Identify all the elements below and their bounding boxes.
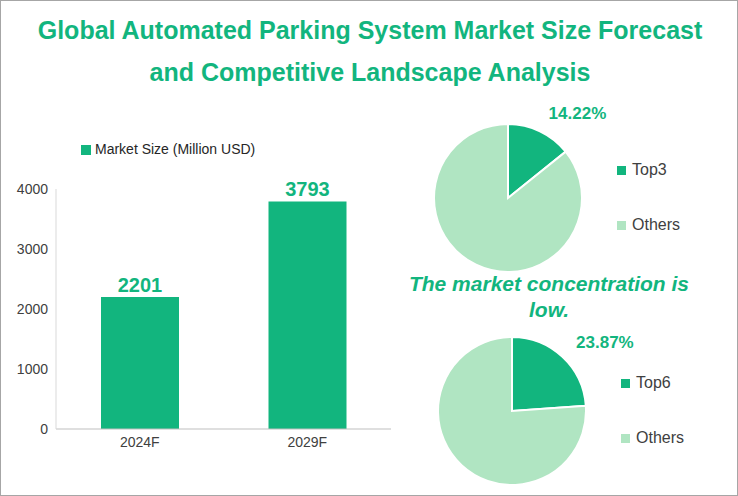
html-text:Others: Others: [632, 216, 680, 233]
svg-text:2201: 2201: [118, 274, 163, 296]
svg-text:2024F: 2024F: [120, 434, 160, 450]
html-text:Others: Others: [636, 429, 684, 446]
html-text:Market Size (Million USD): Market Size (Million USD): [95, 141, 256, 157]
svg-text:14.22%: 14.22%: [549, 104, 607, 123]
svg-text:0: 0: [40, 421, 48, 437]
html-text:Global Automated Parking Syste: Global Automated Parking System Market S…: [37, 16, 703, 86]
html-text:Top3: Top3: [632, 161, 667, 178]
svg-text:1000: 1000: [17, 361, 48, 377]
html-text:The market concentration is lo: The market concentration is low.: [409, 272, 689, 321]
svg-text:23.87%: 23.87%: [576, 333, 634, 352]
svg-text:4000: 4000: [17, 181, 48, 197]
svg-text:3793: 3793: [285, 178, 330, 200]
svg-text:2029F: 2029F: [287, 434, 327, 450]
svg-text:2000: 2000: [17, 301, 48, 317]
html-text:Top6: Top6: [636, 374, 671, 391]
svg-text:3000: 3000: [17, 241, 48, 257]
